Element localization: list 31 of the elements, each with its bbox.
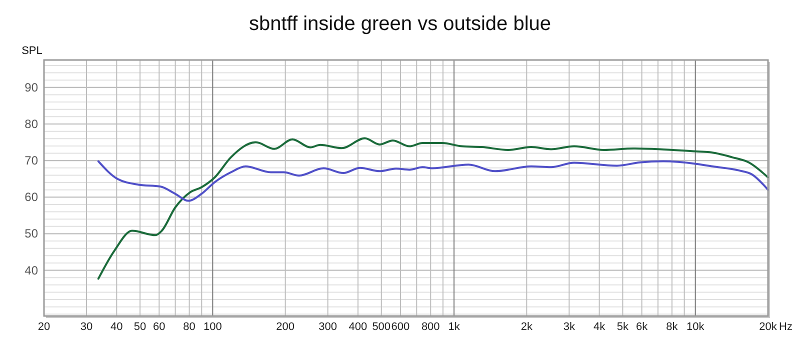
y-tick-label: 80 [24,117,38,131]
x-tick-label: 20 [38,321,50,333]
x-tick-label: 600 [391,321,410,333]
y-tick-label: 90 [24,80,38,94]
x-tick-label: 10k [686,321,705,333]
x-tick-label: 6k [636,321,648,333]
x-tick-label: 4k [594,321,606,333]
x-tick-label: 3k [563,321,576,333]
x-tick-label: 500 [372,321,391,333]
x-tick-label: 800 [421,321,440,333]
x-tick-label: 400 [348,321,368,333]
x-axis-title: Hz [779,321,792,333]
y-tick-label: 50 [24,226,38,241]
x-tick-label: 5k [616,321,630,333]
y-tick-label: 40 [24,263,38,278]
x-tick-label: 300 [318,321,338,333]
x-tick-label: 60 [153,321,166,333]
y-tick-label: 70 [24,154,38,168]
y-axis-title: SPL [22,45,42,57]
x-tick-label: 1k [448,321,460,333]
x-tick-label: 50 [134,321,146,333]
x-tick-label: 80 [183,321,196,333]
x-tick-label: 40 [110,321,123,333]
x-tick-label: 20k [759,321,778,333]
chart-title: sbntff inside green vs outside blue [248,13,552,35]
x-tick-label: 200 [276,321,295,333]
x-tick-label: 30 [80,321,93,333]
x-tick-label: 8k [666,321,678,333]
x-tick-label: 2k [520,321,533,333]
y-tick-label: 60 [24,190,38,204]
x-tick-label: 100 [204,321,222,333]
